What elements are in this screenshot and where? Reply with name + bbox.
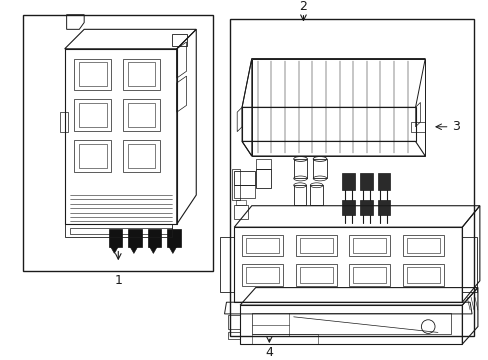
Text: 2: 2 <box>299 0 307 13</box>
Text: 3: 3 <box>451 120 460 133</box>
Polygon shape <box>377 200 389 216</box>
Bar <box>69 228 172 234</box>
Polygon shape <box>128 229 142 247</box>
Polygon shape <box>147 229 161 247</box>
Bar <box>230 19 473 336</box>
Bar <box>251 313 450 334</box>
Polygon shape <box>110 247 118 253</box>
Polygon shape <box>130 247 138 253</box>
Polygon shape <box>377 172 389 190</box>
Polygon shape <box>149 247 157 253</box>
Bar <box>60 112 67 132</box>
Polygon shape <box>167 229 180 247</box>
Bar <box>23 15 212 271</box>
Text: 1: 1 <box>114 274 122 287</box>
Text: 4: 4 <box>265 346 273 359</box>
Polygon shape <box>342 200 354 216</box>
Polygon shape <box>169 247 176 253</box>
Polygon shape <box>359 172 372 190</box>
Polygon shape <box>359 200 372 216</box>
Polygon shape <box>108 229 122 247</box>
Polygon shape <box>342 172 354 190</box>
